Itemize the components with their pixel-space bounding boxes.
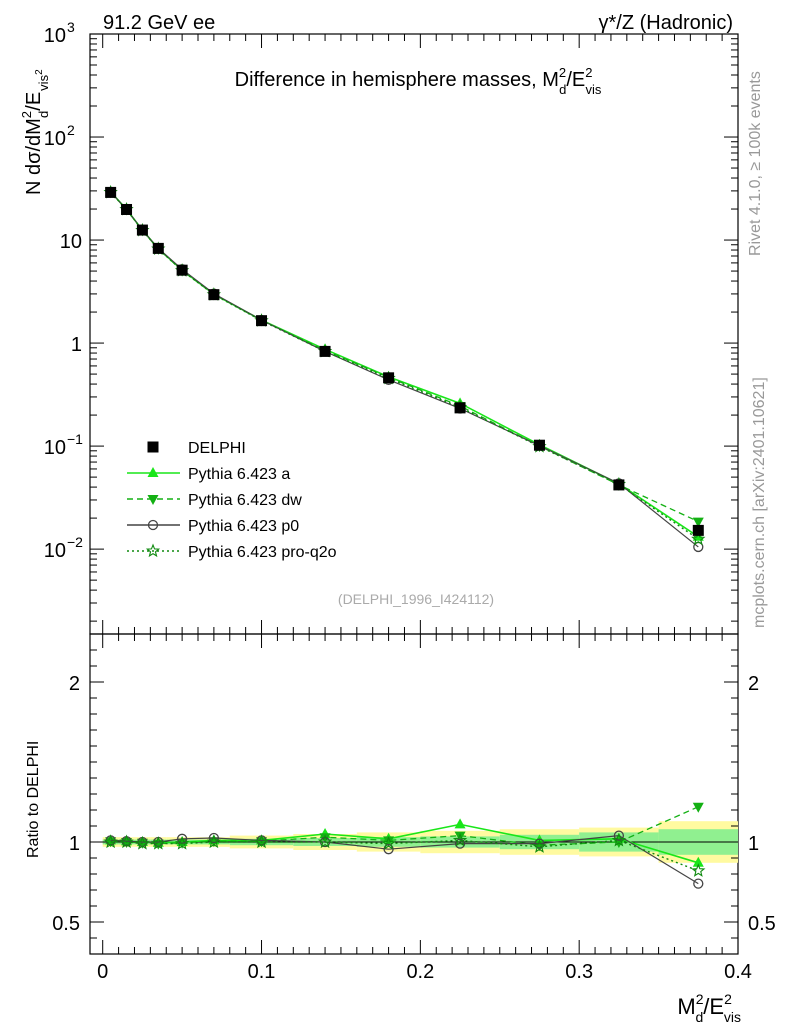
ratio-line-4 (110, 839, 699, 872)
analysis-tag: (DELPHI_1996_I424112) (338, 591, 494, 607)
legend-label: Pythia 6.423 a (188, 466, 290, 483)
ratio-point-4 (381, 836, 396, 850)
rivet-label: Rivet 4.1.0, ≥ 100k events (747, 71, 764, 256)
data-point (105, 186, 117, 198)
data-point (208, 289, 220, 301)
series-line-4 (110, 191, 699, 540)
ratio-point-1 (454, 818, 466, 829)
legend-label: Pythia 6.423 dw (188, 492, 302, 509)
ratio-point-2 (383, 836, 395, 847)
ratio-point-4 (452, 832, 468, 847)
ratio-point-3 (383, 844, 394, 855)
legend-marker (147, 495, 159, 505)
ratio-point-2 (692, 802, 704, 813)
legend: DELPHI Pythia 6.423 a Pythia 6.423 dw Pythi… (127, 440, 337, 561)
ratio-point-4 (254, 834, 269, 849)
x-tick-label: 0.1 (248, 961, 276, 983)
data-point (383, 372, 395, 384)
ratio-point-3 (534, 838, 545, 849)
y-tick-label: 10 (44, 128, 66, 150)
ratio-point-4 (119, 834, 134, 849)
y-tick-label: 10 (60, 231, 82, 253)
ratio-ylabel: Ratio to DELPHI (25, 741, 42, 858)
x-tick-label: 0.2 (406, 961, 434, 983)
data-point (256, 315, 268, 327)
legend-marker (145, 543, 161, 558)
ratio-point-1 (692, 856, 704, 867)
y-tick-label: 1 (71, 334, 82, 356)
legend-label: Pythia 6.423 pro-q2o (188, 544, 337, 561)
ratio-point-2 (454, 831, 466, 842)
data-point (692, 524, 704, 536)
x-tick-label: 0.3 (565, 961, 593, 983)
ratio-xlabel: M2 d/E2 vis (677, 991, 741, 1024)
ratio-point-4 (151, 836, 166, 850)
legend-label: DELPHI (188, 440, 246, 457)
ratio-point-4 (691, 863, 706, 877)
ratio-point-4 (174, 836, 190, 850)
y-tick-exponent: −2 (67, 534, 83, 550)
x-tick-label: 0.4 (724, 961, 752, 983)
plot-title: Difference in hemisphere masses, M2 d/E2 v… (235, 65, 602, 97)
ratio-y-tick-label: 2 (69, 673, 80, 695)
series-point-2 (692, 517, 704, 528)
y-tick-label: 10 (44, 437, 66, 459)
energy-label: 91.2 GeV ee (103, 12, 215, 34)
series-point-3 (693, 541, 704, 553)
data-point (121, 203, 133, 215)
data-point (454, 402, 466, 414)
ratio-y-tick-label-right: 1 (748, 833, 759, 855)
ratio-point-4 (611, 832, 627, 847)
legend-label: Pythia 6.423 p0 (188, 518, 299, 535)
ratio-y-tick-label-right: 2 (748, 673, 759, 695)
main-plot-series (103, 184, 706, 553)
ratio-point-3 (613, 830, 625, 841)
y-tick-exponent: −1 (67, 431, 83, 447)
ratio-point-3 (454, 838, 466, 849)
ratio-panel-frame (89, 633, 739, 955)
y-tick-exponent: 3 (67, 19, 75, 35)
mcplots-label: mcplots.cern.ch [arXiv:2401.10621] (751, 377, 768, 628)
data-point (613, 479, 625, 491)
ratio-y-tick-label: 0.5 (52, 913, 80, 935)
y-tick-label: 10 (44, 540, 66, 562)
data-point (136, 224, 148, 236)
ratio-point-3 (208, 832, 220, 844)
legend-marker (147, 441, 159, 453)
ratio-plot-series (103, 802, 706, 889)
ratio-line-3 (110, 834, 699, 885)
process-label: γ*/Z (Hadronic) (599, 12, 733, 34)
legend-marker (147, 519, 159, 531)
ratio-point-4 (135, 836, 150, 850)
ratio-point-4 (317, 834, 333, 849)
x-tick-label: 0 (97, 961, 108, 983)
legend-marker (147, 467, 159, 477)
data-point (152, 242, 164, 254)
data-point (533, 439, 545, 451)
ratio-point-4 (206, 834, 222, 849)
ratio-y-tick-label-right: 0.5 (748, 913, 776, 935)
ratio-point-3 (693, 878, 704, 889)
y-tick-label: 10 (44, 25, 66, 47)
series-point-4 (691, 531, 706, 546)
data-point (319, 345, 331, 357)
ratio-panel: 0 0.1 0.2 0.3 0.40.5 0.51 12 2 Ratio to DELPHI … (25, 633, 776, 1024)
ratio-y-tick-label: 1 (69, 833, 80, 855)
y-tick-exponent: 2 (67, 122, 75, 138)
series-line-1 (110, 191, 699, 538)
ratio-axis-ticks: 0 0.1 0.2 0.3 0.4 0.5 0.5 1 1 2 2 (52, 633, 776, 983)
ratio-point-2 (319, 833, 331, 844)
data-point (176, 264, 188, 276)
ratio-point-4 (103, 834, 118, 849)
ratio-point-4 (532, 839, 547, 853)
